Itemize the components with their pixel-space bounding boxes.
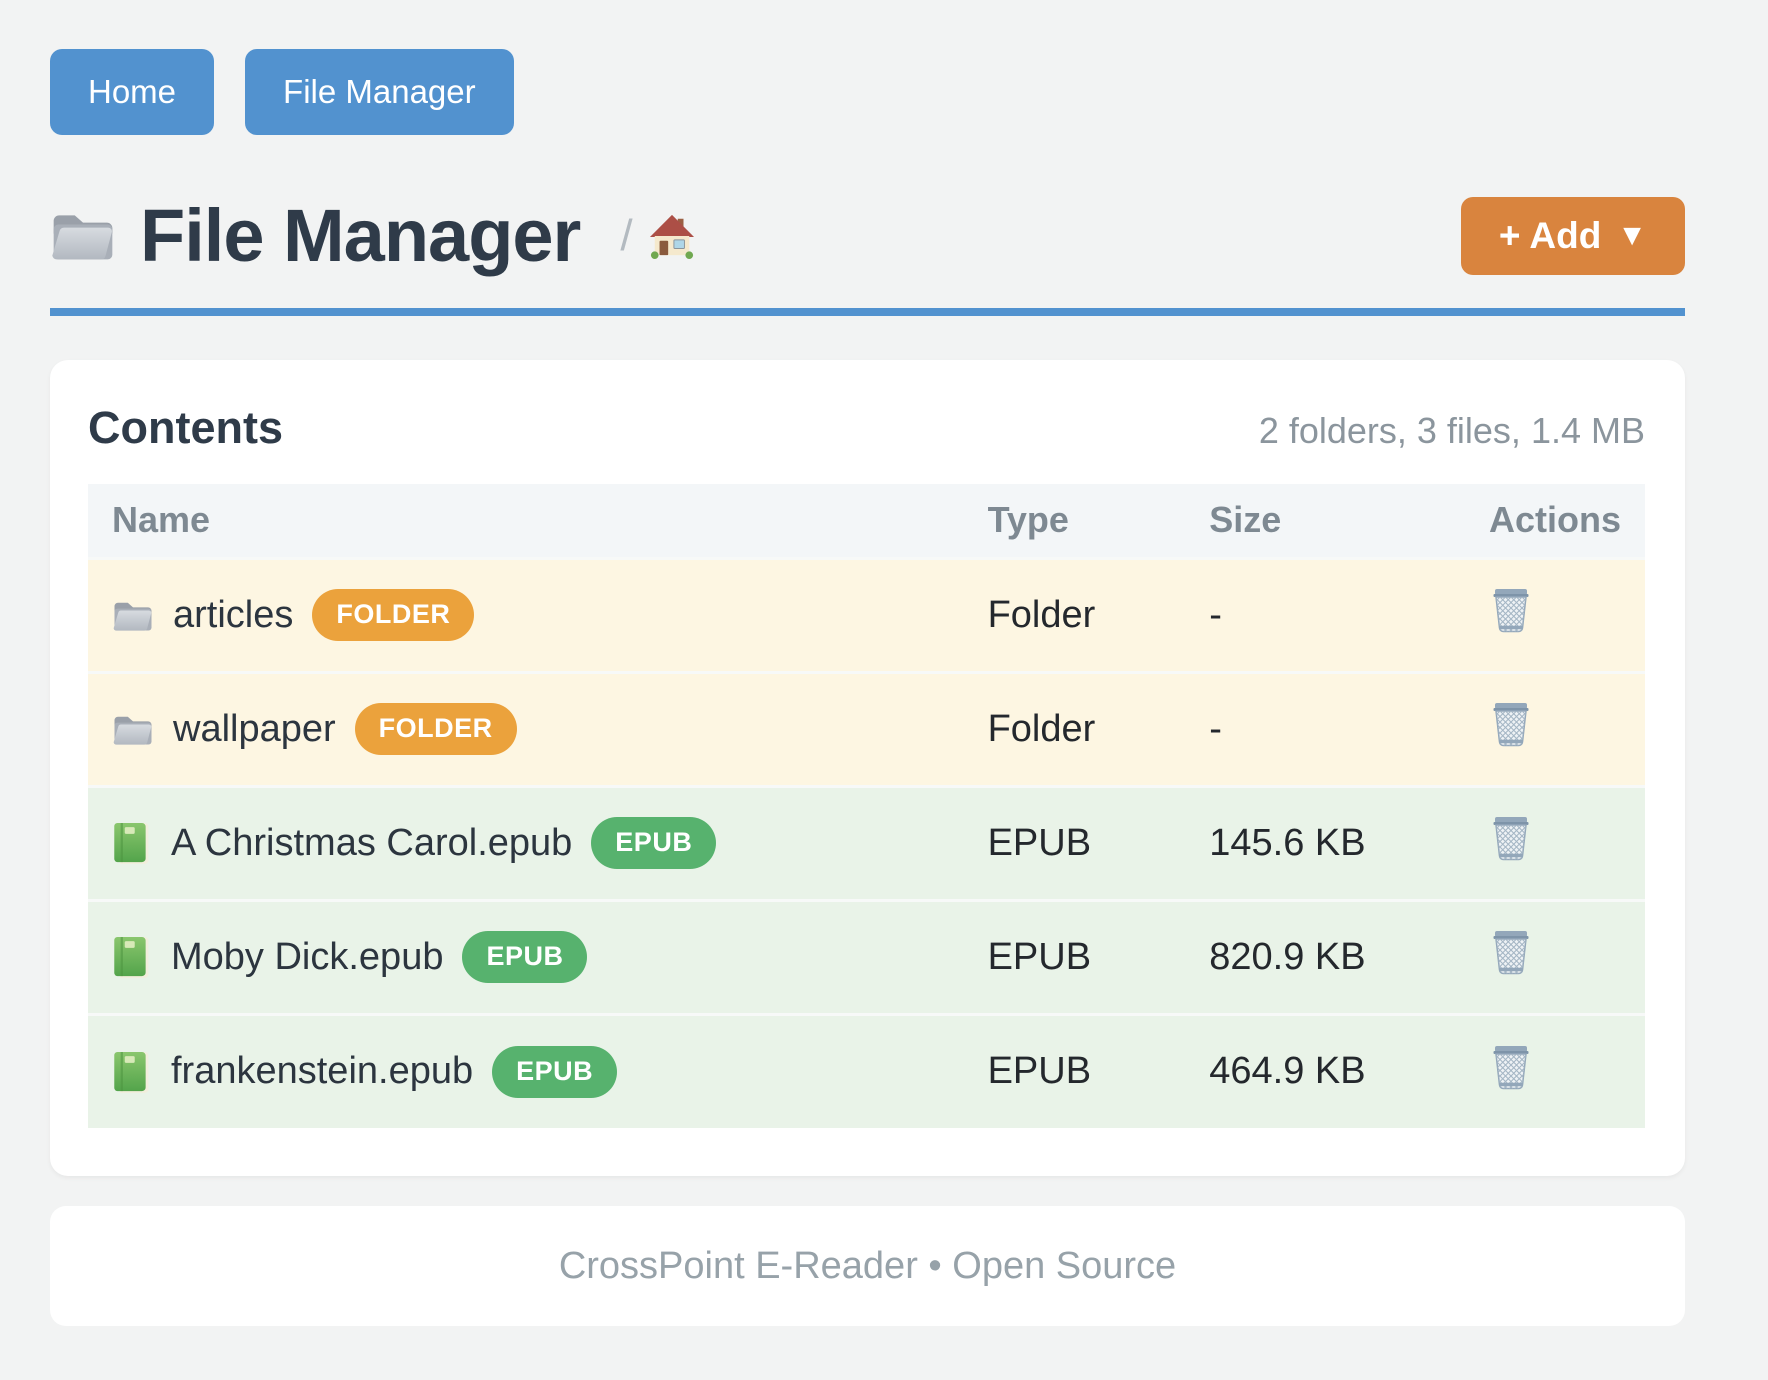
title-group: File Manager /: [50, 193, 695, 278]
breadcrumb: /: [620, 211, 694, 261]
trash-icon[interactable]: [1489, 928, 1533, 976]
add-button-label: + Add: [1498, 214, 1602, 256]
folder-badge: FOLDER: [354, 703, 517, 755]
column-header-actions: Actions: [1488, 499, 1621, 541]
header-divider: [50, 308, 1685, 316]
epub-badge: EPUB: [591, 817, 717, 869]
size-cell: -: [1209, 593, 1222, 636]
table-row: articles FOLDER Folder -: [88, 558, 1645, 672]
type-cell: Folder: [987, 707, 1096, 750]
book-icon: [112, 1050, 152, 1094]
home-icon[interactable]: [649, 213, 695, 259]
footer: CrossPoint E-Reader • Open Source: [50, 1206, 1685, 1326]
table-row: A Christmas Carol.epub EPUB EPUB 145.6 K…: [88, 786, 1645, 900]
size-cell: -: [1209, 707, 1222, 750]
size-cell: 145.6 KB: [1209, 821, 1366, 864]
table-header: Name Type Size Actions: [88, 484, 1645, 558]
trash-icon[interactable]: [1489, 1043, 1533, 1091]
type-cell: EPUB: [987, 935, 1092, 978]
type-cell: EPUB: [987, 1050, 1092, 1093]
contents-summary: 2 folders, 3 files, 1.4 MB: [1258, 410, 1645, 451]
table-row: wallpaper FOLDER Folder -: [88, 672, 1645, 786]
contents-card: Contents 2 folders, 3 files, 1.4 MB Name…: [50, 360, 1685, 1176]
trash-icon[interactable]: [1489, 700, 1533, 748]
file-name[interactable]: frankenstein.epub: [171, 1050, 474, 1093]
size-cell: 464.9 KB: [1209, 1050, 1366, 1093]
trash-icon[interactable]: [1489, 586, 1533, 634]
folder-icon: [112, 711, 154, 748]
trash-icon[interactable]: [1489, 814, 1533, 862]
chevron-down-icon: ▼: [1617, 218, 1647, 252]
column-header-type: Type: [987, 499, 1069, 541]
file-name[interactable]: Moby Dick.epub: [171, 935, 444, 978]
folder-icon: [112, 597, 154, 634]
size-cell: 820.9 KB: [1209, 935, 1366, 978]
footer-text: CrossPoint E-Reader • Open Source: [558, 1244, 1177, 1287]
column-header-size: Size: [1209, 499, 1282, 541]
type-cell: EPUB: [987, 821, 1092, 864]
top-nav: Home File Manager: [50, 49, 1685, 135]
card-title: Contents: [88, 402, 283, 453]
breadcrumb-separator: /: [620, 210, 633, 260]
file-manager-button[interactable]: File Manager: [245, 49, 514, 135]
table-row: frankenstein.epub EPUB EPUB 464.9 KB: [88, 1014, 1645, 1128]
folder-icon: [50, 206, 116, 265]
file-name[interactable]: A Christmas Carol.epub: [171, 821, 573, 864]
table-row: Moby Dick.epub EPUB EPUB 820.9 KB: [88, 900, 1645, 1014]
book-icon: [112, 821, 152, 865]
card-head: Contents 2 folders, 3 files, 1.4 MB: [88, 402, 1645, 454]
epub-badge: EPUB: [492, 1045, 618, 1098]
column-header-name: Name: [112, 499, 211, 541]
file-name[interactable]: articles: [173, 593, 294, 636]
epub-badge: EPUB: [462, 931, 588, 983]
home-button[interactable]: Home: [50, 49, 215, 135]
file-table: Name Type Size Actions articles FOLDER F…: [88, 484, 1645, 1128]
page-title: File Manager: [140, 194, 581, 277]
file-name[interactable]: wallpaper: [173, 707, 336, 750]
type-cell: Folder: [987, 593, 1096, 636]
add-button[interactable]: + Add ▼: [1460, 196, 1685, 275]
book-icon: [112, 935, 152, 979]
page-header: File Manager / + Add ▼: [50, 193, 1685, 278]
folder-badge: FOLDER: [312, 589, 475, 641]
